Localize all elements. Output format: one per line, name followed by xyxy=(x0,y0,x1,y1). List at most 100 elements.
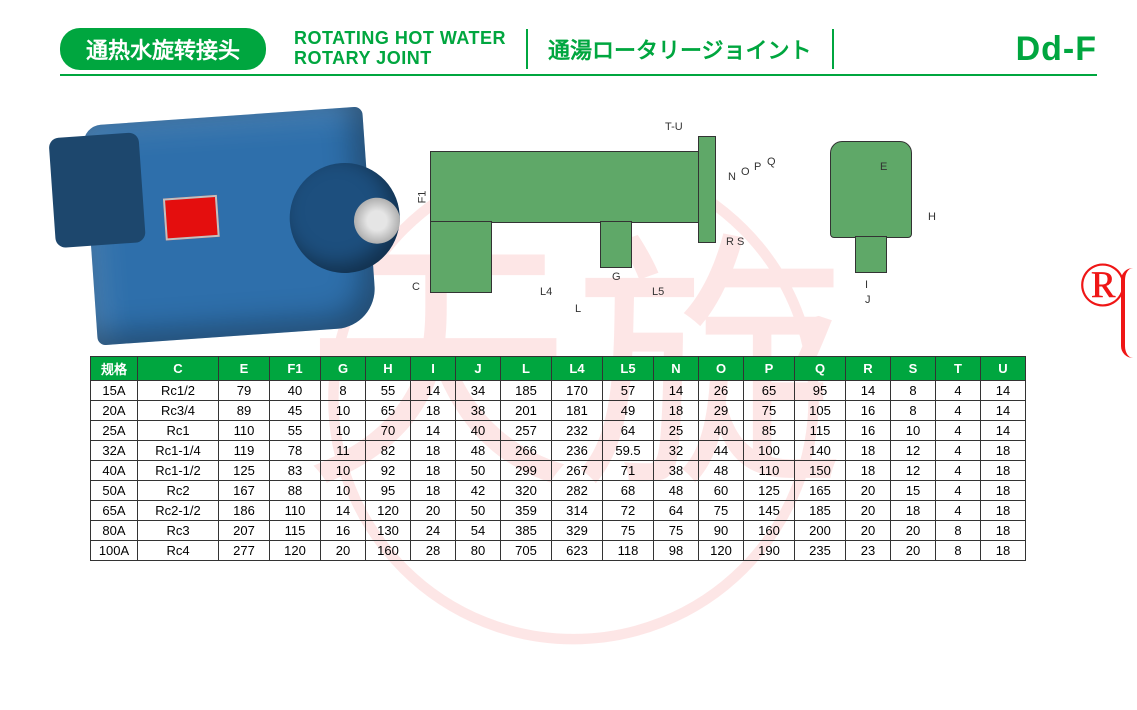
table-cell: 150 xyxy=(795,461,846,481)
table-cell: 26 xyxy=(699,381,744,401)
table-cell: 185 xyxy=(501,381,552,401)
table-cell: 120 xyxy=(366,501,411,521)
table-cell: 32A xyxy=(91,441,138,461)
table-cell: Rc1-1/2 xyxy=(138,461,219,481)
table-cell: 125 xyxy=(219,461,270,481)
table-row: 25ARc11105510701440257232642540851151610… xyxy=(91,421,1026,441)
table-cell: 70 xyxy=(366,421,411,441)
th-I: I xyxy=(411,357,456,381)
table-cell: 4 xyxy=(936,421,981,441)
table-cell: 25 xyxy=(654,421,699,441)
table-cell: 314 xyxy=(552,501,603,521)
mid-section: T-U C F1 L4 L5 L G N O P Q R S E H I J xyxy=(90,116,1097,336)
title-en: ROTATING HOT WATER ROTARY JOINT xyxy=(294,29,506,69)
table-cell: 18 xyxy=(411,401,456,421)
table-cell: 119 xyxy=(219,441,270,461)
table-cell: 299 xyxy=(501,461,552,481)
th-L5: L5 xyxy=(603,357,654,381)
diagram-endview xyxy=(830,141,912,238)
table-cell: 207 xyxy=(219,521,270,541)
th-C: C xyxy=(138,357,219,381)
diagram-endfoot xyxy=(855,236,887,273)
table-cell: 18 xyxy=(654,401,699,421)
model-code: Dd-F xyxy=(1016,30,1097,69)
table-cell: 4 xyxy=(936,501,981,521)
table-cell: 40A xyxy=(91,461,138,481)
th-R: R xyxy=(846,357,891,381)
table-row: 40ARc1-1/2125831092185029926771384811015… xyxy=(91,461,1026,481)
table-cell: 92 xyxy=(366,461,411,481)
table-cell: 28 xyxy=(411,541,456,561)
table-cell: 118 xyxy=(603,541,654,561)
table-cell: 48 xyxy=(456,441,501,461)
table-cell: 60 xyxy=(699,481,744,501)
table-cell: 44 xyxy=(699,441,744,461)
diagram-elbow xyxy=(430,221,492,293)
table-cell: 266 xyxy=(501,441,552,461)
table-cell: 34 xyxy=(456,381,501,401)
table-cell: 8 xyxy=(936,521,981,541)
table-cell: 18 xyxy=(891,501,936,521)
dim-S: S xyxy=(737,236,744,248)
table-cell: 20 xyxy=(846,501,891,521)
table-cell: 54 xyxy=(456,521,501,541)
th-J: J xyxy=(456,357,501,381)
table-cell: 18 xyxy=(981,461,1026,481)
dim-I: I xyxy=(865,279,868,291)
table-cell: 100 xyxy=(744,441,795,461)
table-row: 20ARc3/489451065183820118149182975105168… xyxy=(91,401,1026,421)
table-cell: 10 xyxy=(891,421,936,441)
table-cell: 110 xyxy=(219,421,270,441)
table-cell: 88 xyxy=(270,481,321,501)
table-cell: Rc3/4 xyxy=(138,401,219,421)
diagram-flange xyxy=(698,136,716,243)
table-cell: 79 xyxy=(219,381,270,401)
table-cell: 160 xyxy=(744,521,795,541)
table-row: 32ARc1-1/4119781182184826623659.53244100… xyxy=(91,441,1026,461)
table-cell: 11 xyxy=(321,441,366,461)
table-cell: 181 xyxy=(552,401,603,421)
title-jp: 通湯ロータリージョイント xyxy=(548,33,812,65)
table-cell: 42 xyxy=(456,481,501,501)
table-row: 15ARc1/279408551434185170571426659514841… xyxy=(91,381,1026,401)
dim-O: O xyxy=(741,166,750,178)
table-cell: 50 xyxy=(456,501,501,521)
table-cell: 10 xyxy=(321,421,366,441)
table-row: 50ARc21678810951842320282684860125165201… xyxy=(91,481,1026,501)
table-cell: 4 xyxy=(936,381,981,401)
product-shaft xyxy=(352,196,401,245)
table-cell: 18 xyxy=(981,541,1026,561)
table-cell: 167 xyxy=(219,481,270,501)
table-cell: 120 xyxy=(270,541,321,561)
table-cell: 65A xyxy=(91,501,138,521)
table-cell: 18 xyxy=(411,461,456,481)
dim-R: R xyxy=(726,236,734,248)
table-cell: 329 xyxy=(552,521,603,541)
dim-L4: L4 xyxy=(540,286,552,298)
th-P: P xyxy=(744,357,795,381)
table-cell: 125 xyxy=(744,481,795,501)
dim-G: G xyxy=(612,271,621,283)
table-cell: 90 xyxy=(699,521,744,541)
title-en-line2: ROTARY JOINT xyxy=(294,49,506,69)
table-cell: 14 xyxy=(981,381,1026,401)
table-cell: 12 xyxy=(891,461,936,481)
th-H: H xyxy=(366,357,411,381)
dim-H: H xyxy=(928,211,936,223)
table-cell: 18 xyxy=(981,521,1026,541)
table-cell: 190 xyxy=(744,541,795,561)
table-cell: 48 xyxy=(699,461,744,481)
table-cell: 78 xyxy=(270,441,321,461)
table-cell: 80 xyxy=(456,541,501,561)
dim-L: L xyxy=(575,303,581,315)
table-cell: 25A xyxy=(91,421,138,441)
table-cell: 8 xyxy=(936,541,981,561)
table-cell: Rc2 xyxy=(138,481,219,501)
dim-L5: L5 xyxy=(652,286,664,298)
table-cell: 165 xyxy=(795,481,846,501)
table-cell: 12 xyxy=(891,441,936,461)
table-cell: 40 xyxy=(270,381,321,401)
th-O: O xyxy=(699,357,744,381)
table-cell: 64 xyxy=(654,501,699,521)
product-photo xyxy=(83,107,378,346)
